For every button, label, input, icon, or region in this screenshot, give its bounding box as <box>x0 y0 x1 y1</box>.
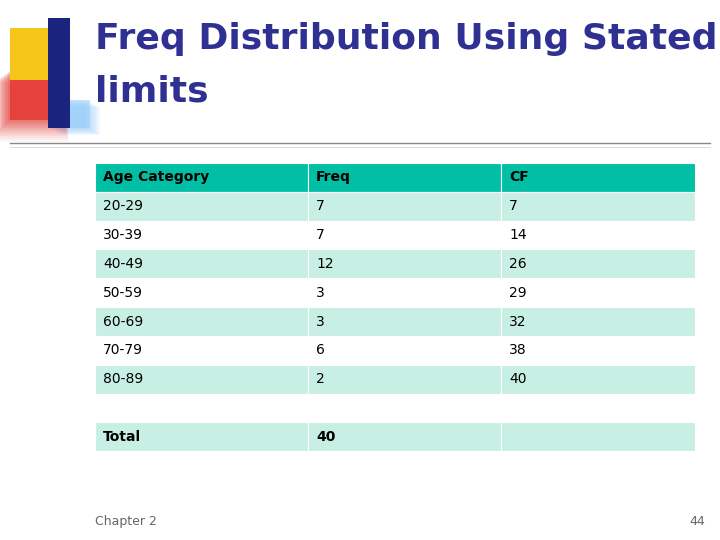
Text: 7: 7 <box>316 228 325 242</box>
FancyBboxPatch shape <box>58 105 96 133</box>
Text: 80-89: 80-89 <box>103 372 143 386</box>
FancyBboxPatch shape <box>60 106 98 134</box>
FancyBboxPatch shape <box>501 307 695 336</box>
Text: 26: 26 <box>509 257 527 271</box>
FancyBboxPatch shape <box>308 249 501 278</box>
FancyBboxPatch shape <box>4 75 65 126</box>
FancyBboxPatch shape <box>95 163 308 192</box>
FancyBboxPatch shape <box>95 451 308 480</box>
FancyBboxPatch shape <box>0 79 66 134</box>
FancyBboxPatch shape <box>501 394 695 422</box>
Text: 40: 40 <box>316 430 336 444</box>
Text: 30-39: 30-39 <box>103 228 143 242</box>
FancyBboxPatch shape <box>2 76 65 128</box>
FancyBboxPatch shape <box>48 18 70 128</box>
FancyBboxPatch shape <box>308 451 501 480</box>
FancyBboxPatch shape <box>308 221 501 249</box>
FancyBboxPatch shape <box>95 336 308 364</box>
Text: 12: 12 <box>316 257 333 271</box>
Text: 50-59: 50-59 <box>103 286 143 300</box>
FancyBboxPatch shape <box>501 221 695 249</box>
FancyBboxPatch shape <box>501 336 695 364</box>
FancyBboxPatch shape <box>52 102 90 130</box>
FancyBboxPatch shape <box>56 104 94 132</box>
Text: 60-69: 60-69 <box>103 314 143 328</box>
FancyBboxPatch shape <box>501 451 695 480</box>
FancyBboxPatch shape <box>308 394 501 422</box>
FancyBboxPatch shape <box>308 278 501 307</box>
FancyBboxPatch shape <box>501 163 695 192</box>
Text: 38: 38 <box>509 343 527 357</box>
FancyBboxPatch shape <box>95 394 308 422</box>
Text: 2: 2 <box>316 372 325 386</box>
FancyBboxPatch shape <box>95 192 308 221</box>
FancyBboxPatch shape <box>62 107 100 135</box>
Text: 70-79: 70-79 <box>103 343 143 357</box>
Text: 14: 14 <box>509 228 527 242</box>
FancyBboxPatch shape <box>95 422 308 451</box>
FancyBboxPatch shape <box>48 100 86 128</box>
Text: 40-49: 40-49 <box>103 257 143 271</box>
FancyBboxPatch shape <box>10 28 62 80</box>
FancyBboxPatch shape <box>50 101 88 129</box>
Text: 6: 6 <box>316 343 325 357</box>
Text: 29: 29 <box>509 286 527 300</box>
FancyBboxPatch shape <box>501 364 695 394</box>
FancyBboxPatch shape <box>0 81 68 138</box>
Text: Chapter 2: Chapter 2 <box>95 515 157 528</box>
FancyBboxPatch shape <box>308 163 501 192</box>
Text: 3: 3 <box>316 314 325 328</box>
Text: Age Category: Age Category <box>103 171 210 184</box>
Text: Freq Distribution Using Stated: Freq Distribution Using Stated <box>95 22 718 56</box>
FancyBboxPatch shape <box>95 364 308 394</box>
FancyBboxPatch shape <box>8 72 63 120</box>
Text: Freq: Freq <box>316 171 351 184</box>
Text: 3: 3 <box>316 286 325 300</box>
FancyBboxPatch shape <box>308 364 501 394</box>
FancyBboxPatch shape <box>308 307 501 336</box>
Text: 40: 40 <box>509 372 527 386</box>
FancyBboxPatch shape <box>50 100 90 128</box>
Text: 32: 32 <box>509 314 527 328</box>
Text: limits: limits <box>95 75 209 109</box>
FancyBboxPatch shape <box>308 336 501 364</box>
FancyBboxPatch shape <box>308 192 501 221</box>
FancyBboxPatch shape <box>6 73 63 122</box>
Text: 7: 7 <box>316 199 325 213</box>
FancyBboxPatch shape <box>501 422 695 451</box>
FancyBboxPatch shape <box>0 80 67 136</box>
Text: Total: Total <box>103 430 141 444</box>
FancyBboxPatch shape <box>95 278 308 307</box>
FancyBboxPatch shape <box>501 192 695 221</box>
FancyBboxPatch shape <box>95 307 308 336</box>
Text: 44: 44 <box>689 515 705 528</box>
FancyBboxPatch shape <box>501 249 695 278</box>
Text: 20-29: 20-29 <box>103 199 143 213</box>
Text: 7: 7 <box>509 199 518 213</box>
FancyBboxPatch shape <box>0 78 66 132</box>
FancyBboxPatch shape <box>95 249 308 278</box>
FancyBboxPatch shape <box>501 278 695 307</box>
FancyBboxPatch shape <box>54 103 92 131</box>
Text: CF: CF <box>509 171 529 184</box>
FancyBboxPatch shape <box>1 77 66 130</box>
FancyBboxPatch shape <box>95 221 308 249</box>
FancyBboxPatch shape <box>10 72 62 120</box>
FancyBboxPatch shape <box>308 422 501 451</box>
FancyBboxPatch shape <box>5 74 64 124</box>
